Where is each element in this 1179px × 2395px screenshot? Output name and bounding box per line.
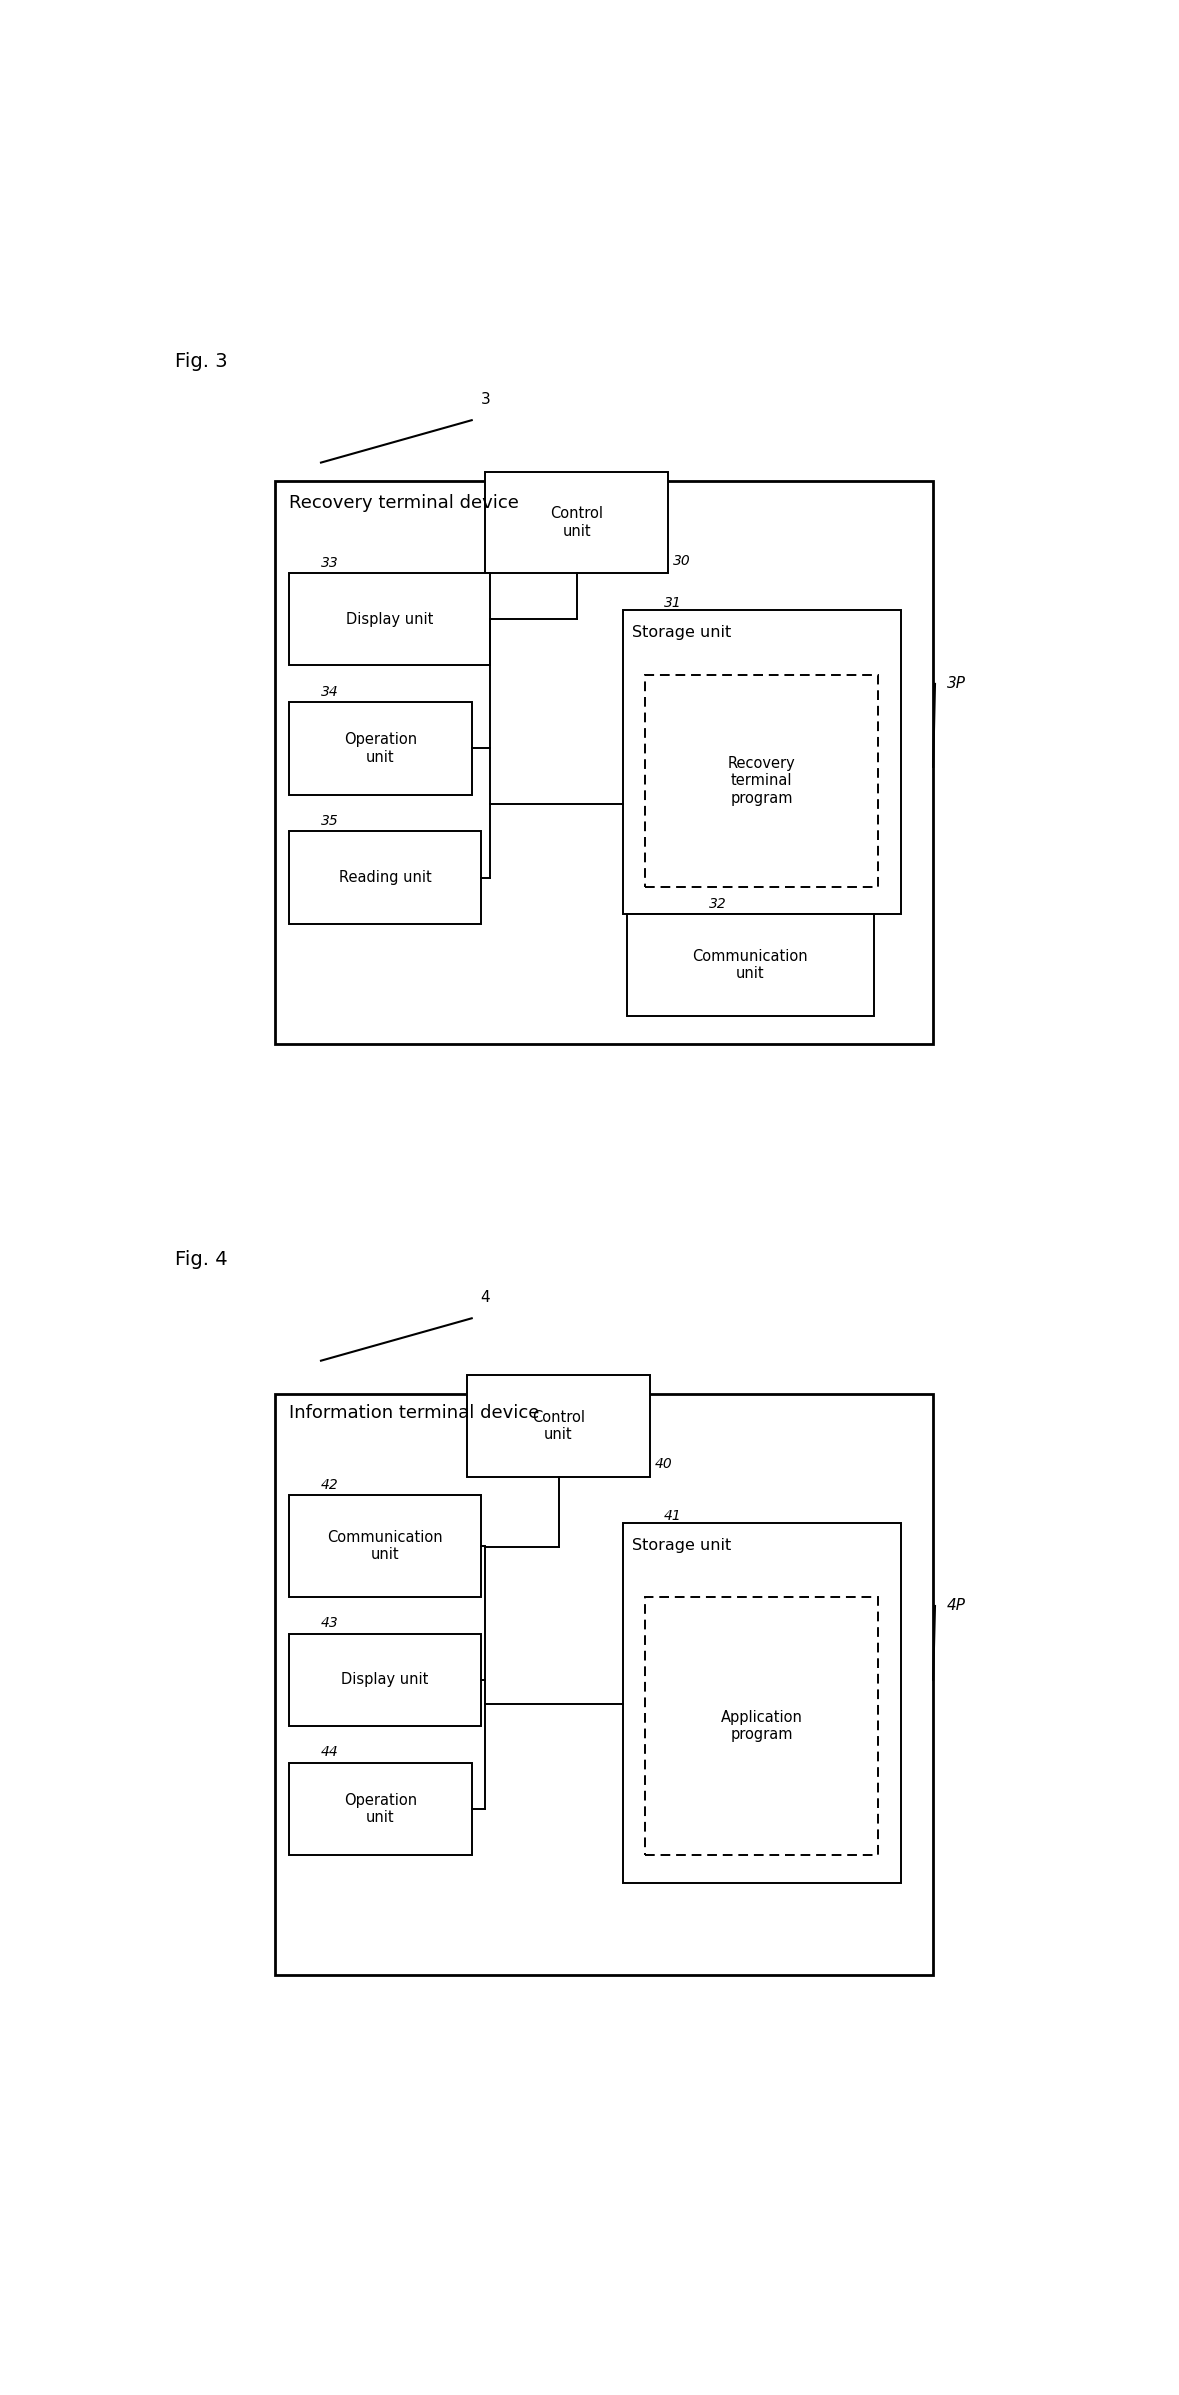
Bar bbox=[623, 1523, 901, 1882]
Text: 3: 3 bbox=[481, 393, 490, 407]
Text: 33: 33 bbox=[321, 556, 338, 570]
Text: Communication
unit: Communication unit bbox=[327, 1530, 443, 1562]
Bar bbox=[467, 1375, 650, 1478]
Bar bbox=[276, 1394, 934, 1976]
Text: 42: 42 bbox=[321, 1478, 338, 1492]
Text: Control
unit: Control unit bbox=[551, 505, 604, 539]
Text: Communication
unit: Communication unit bbox=[692, 948, 809, 982]
Text: Information terminal device: Information terminal device bbox=[289, 1403, 539, 1423]
Bar bbox=[276, 481, 934, 1044]
Bar bbox=[623, 611, 901, 915]
Text: Application
program: Application program bbox=[720, 1710, 803, 1741]
Text: Operation
unit: Operation unit bbox=[344, 1791, 417, 1825]
Text: 34: 34 bbox=[321, 685, 338, 699]
Bar bbox=[289, 572, 490, 666]
Text: 3P: 3P bbox=[947, 675, 966, 692]
Bar bbox=[645, 675, 878, 886]
Text: Storage unit: Storage unit bbox=[632, 625, 731, 639]
Text: 40: 40 bbox=[654, 1456, 672, 1471]
Text: 4: 4 bbox=[481, 1291, 490, 1305]
Text: 41: 41 bbox=[664, 1509, 681, 1523]
Text: 43: 43 bbox=[321, 1617, 338, 1631]
Text: Recovery
terminal
program: Recovery terminal program bbox=[727, 757, 796, 805]
Text: 31: 31 bbox=[664, 596, 681, 611]
Bar bbox=[645, 1597, 878, 1854]
Text: Display unit: Display unit bbox=[341, 1672, 429, 1686]
Text: 32: 32 bbox=[710, 896, 727, 910]
Bar bbox=[486, 472, 668, 572]
Bar bbox=[289, 702, 472, 795]
Text: 35: 35 bbox=[321, 814, 338, 829]
Text: Recovery terminal device: Recovery terminal device bbox=[289, 493, 519, 513]
Bar bbox=[289, 1494, 481, 1597]
Text: Storage unit: Storage unit bbox=[632, 1538, 731, 1552]
Bar bbox=[627, 915, 874, 1015]
Text: 44: 44 bbox=[321, 1746, 338, 1758]
Text: Control
unit: Control unit bbox=[532, 1411, 585, 1442]
Text: Display unit: Display unit bbox=[345, 611, 433, 627]
Text: Operation
unit: Operation unit bbox=[344, 733, 417, 764]
Text: Fig. 4: Fig. 4 bbox=[174, 1250, 228, 1269]
Bar bbox=[289, 1633, 481, 1727]
Bar bbox=[289, 1763, 472, 1854]
Text: Fig. 3: Fig. 3 bbox=[174, 352, 228, 371]
Bar bbox=[289, 831, 481, 924]
Text: Reading unit: Reading unit bbox=[338, 869, 432, 886]
Text: 30: 30 bbox=[673, 553, 691, 568]
Text: 4P: 4P bbox=[947, 1597, 966, 1614]
